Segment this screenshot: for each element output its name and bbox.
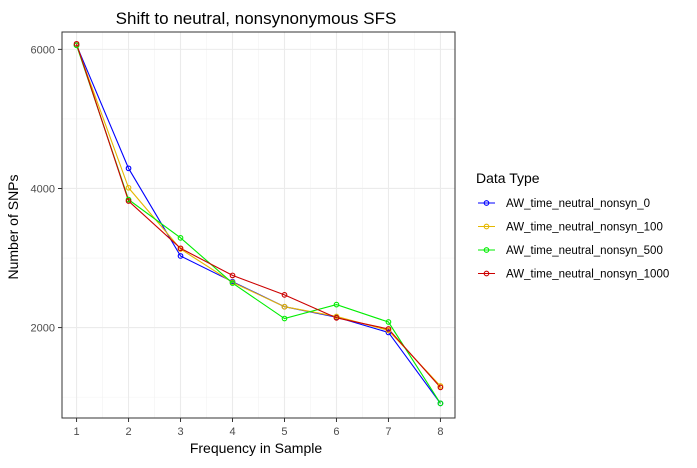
data-point	[229, 272, 236, 279]
data-point	[281, 292, 288, 298]
chart-title: Shift to neutral, nonsynonymous SFS	[116, 9, 397, 28]
y-axis: 2000 4000 6000	[31, 44, 62, 335]
x-tick-label: 4	[229, 426, 235, 438]
data-point	[385, 326, 392, 332]
legend-label: AW_time_neutral_nonsyn_100	[506, 222, 663, 234]
data-point	[333, 314, 340, 321]
y-tick-label: 4000	[31, 183, 55, 195]
legend: Data Type AW_time_neutral_nonsyn_0 AW_tim…	[476, 170, 669, 281]
x-tick-label: 2	[125, 426, 131, 438]
x-tick-label: 7	[385, 426, 391, 438]
x-axis: 1 2 3 4 5 6 7 8	[73, 418, 444, 438]
series-line-2	[76, 45, 441, 404]
y-tick-label: 2000	[31, 323, 55, 335]
legend-key-point	[483, 247, 490, 253]
legend-label: AW_time_neutral_nonsyn_1000	[506, 269, 669, 281]
data-point	[177, 253, 184, 259]
data-point	[385, 329, 392, 336]
y-tick-label: 6000	[31, 44, 55, 56]
x-tick-label: 3	[177, 426, 183, 438]
x-tick-label: 6	[333, 426, 339, 438]
legend-key-point	[483, 200, 490, 206]
data-point	[125, 198, 132, 204]
major-gridlines	[62, 32, 455, 418]
series-line-3	[76, 43, 441, 388]
data-point	[437, 384, 444, 391]
data-point	[437, 400, 444, 407]
x-axis-title: Frequency in Sample	[190, 440, 323, 456]
data-point	[281, 303, 288, 310]
data-point	[229, 280, 236, 286]
data-point	[281, 315, 288, 322]
data-point	[177, 245, 184, 252]
data-point	[333, 301, 340, 308]
y-axis-title: Number of SNPs	[5, 174, 21, 279]
x-tick-label: 1	[73, 426, 79, 438]
legend-title: Data Type	[476, 170, 540, 186]
series-line-1	[76, 45, 441, 387]
series-points	[73, 40, 444, 407]
data-point	[385, 319, 392, 325]
x-tick-label: 5	[281, 426, 287, 438]
legend-key-point	[483, 270, 490, 277]
data-point	[125, 165, 132, 172]
plot-border	[61, 31, 456, 419]
legend-item: AW_time_neutral_nonsyn_100	[478, 222, 663, 234]
series-lines	[76, 43, 441, 404]
legend-item: AW_time_neutral_nonsyn_500	[478, 245, 663, 257]
legend-label: AW_time_neutral_nonsyn_0	[506, 198, 650, 210]
plot-panel	[61, 31, 456, 419]
legend-item: AW_time_neutral_nonsyn_1000	[478, 269, 669, 281]
data-point	[177, 235, 184, 241]
legend-label: AW_time_neutral_nonsyn_500	[506, 245, 663, 257]
data-point	[125, 184, 132, 191]
data-point	[73, 40, 80, 47]
legend-item: AW_time_neutral_nonsyn_0	[478, 198, 650, 210]
legend-key-point	[483, 223, 490, 230]
x-tick-label: 8	[437, 426, 443, 438]
